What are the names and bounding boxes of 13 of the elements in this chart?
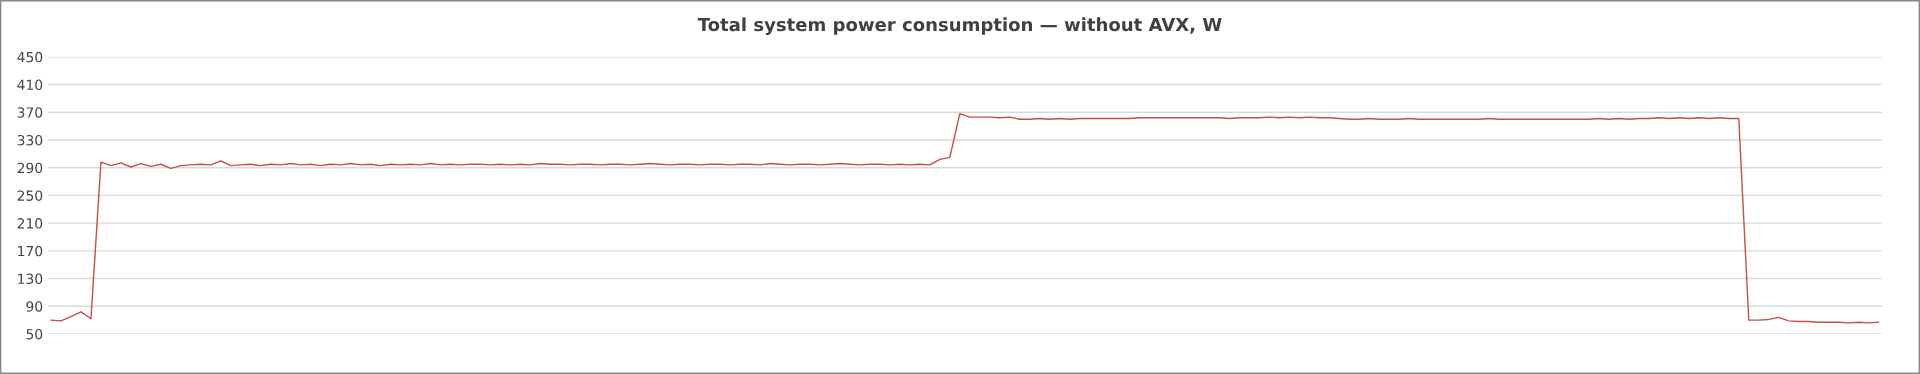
y-tick-label: 130: [18, 273, 43, 285]
y-tick-label: 290: [17, 162, 43, 174]
y-tick-label: 250: [17, 190, 43, 201]
y-tick-label: 330: [17, 134, 43, 146]
y-tick-label: 90: [26, 301, 43, 312]
y-tick-label: 170: [18, 245, 43, 257]
y-tick-label: 210: [17, 218, 43, 229]
y-tick-label: 410: [17, 79, 43, 91]
y-tick-label: 50: [26, 328, 43, 340]
y-tick-label: 370: [17, 107, 43, 118]
line-series: [50, 112, 1880, 324]
chart-title: Total system power consumption — without AVX, W: [697, 17, 1222, 35]
y-tick-label: 450: [17, 51, 43, 63]
